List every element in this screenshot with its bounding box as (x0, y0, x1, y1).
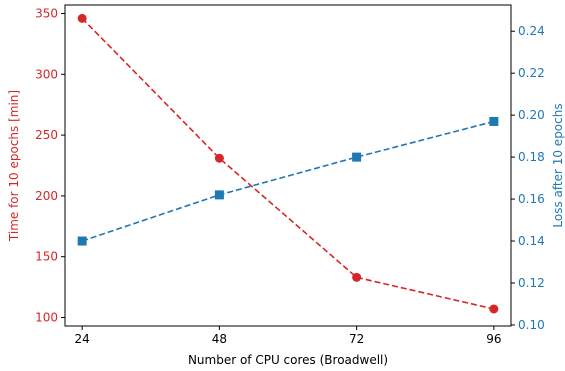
right-tick-label: 0.22 (518, 66, 545, 80)
series-1-line (81, 120, 495, 242)
series-1-point (352, 152, 362, 162)
series-0-point (489, 304, 499, 314)
left-axis-ticks: 100 150 200 250 300 350 (35, 7, 65, 324)
left-axis-label: Time for 10 epochs [min] (7, 90, 21, 242)
x-axis-ticks: 24 48 72 96 (75, 326, 501, 346)
series-layer (77, 13, 499, 314)
x-tick-label: 96 (486, 332, 501, 346)
right-tick-label: 0.12 (518, 276, 545, 290)
left-tick-label: 200 (35, 189, 58, 203)
series-0-line (81, 17, 495, 310)
left-tick-label: 150 (35, 250, 58, 264)
plot-area (64, 4, 512, 327)
series-0-point (77, 13, 87, 23)
left-tick-label: 250 (35, 128, 58, 142)
x-tick-label: 48 (212, 332, 227, 346)
right-tick-label: 0.14 (518, 234, 545, 248)
right-tick-label: 0.18 (518, 150, 545, 164)
x-tick-label: 24 (75, 332, 90, 346)
right-tick-label: 0.20 (518, 108, 545, 122)
series-1-point (77, 236, 87, 246)
left-tick-label: 350 (35, 7, 58, 21)
right-tick-label: 0.16 (518, 192, 545, 206)
series-0-point (352, 272, 362, 282)
right-axis-label: Loss after 10 epochs (551, 103, 565, 227)
left-tick-label: 300 (35, 67, 58, 81)
left-tick-label: 100 (35, 310, 58, 324)
series-1-point (489, 116, 499, 126)
right-tick-label: 0.10 (518, 318, 545, 332)
plot-frame (64, 4, 512, 327)
right-axis-ticks: 0.10 0.12 0.14 0.16 0.18 0.20 0.22 0.24 (511, 24, 545, 332)
x-tick-label: 72 (349, 332, 364, 346)
right-tick-label: 0.24 (518, 24, 545, 38)
x-axis-label: Number of CPU cores (Broadwell) (188, 353, 388, 367)
series-0-point (214, 153, 224, 163)
series-1-point (214, 190, 224, 200)
